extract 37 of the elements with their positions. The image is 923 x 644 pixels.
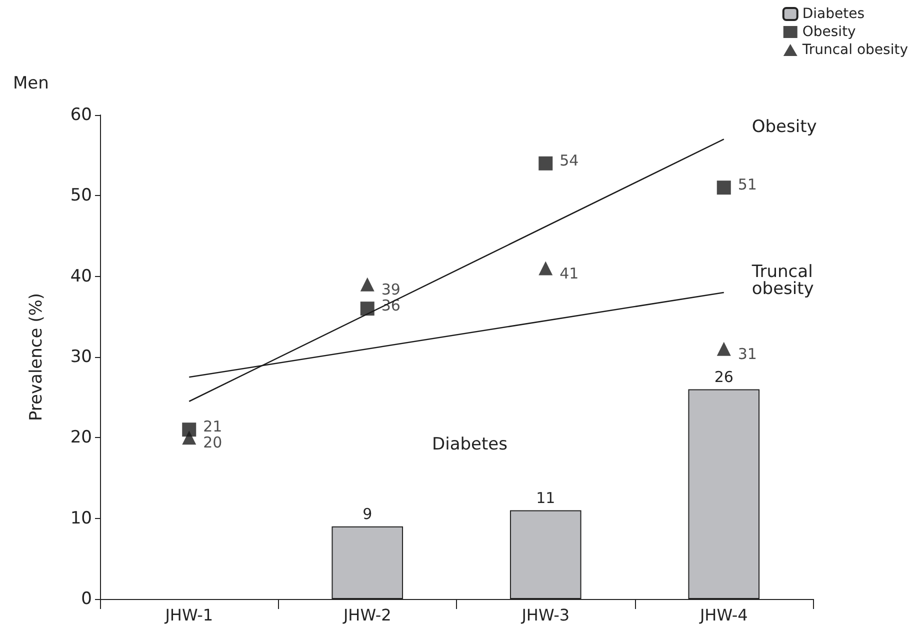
x-tick-label: JHW-1 (164, 606, 214, 624)
y-tick-label: 0 (81, 589, 92, 609)
series-label: Obesity (752, 117, 817, 138)
data-label: 39 (381, 280, 400, 298)
point (360, 277, 374, 292)
x-tick-label: JHW-3 (520, 606, 570, 624)
point (360, 302, 374, 316)
x-tick-label: JHW-4 (698, 606, 748, 624)
data-label: 11 (536, 488, 556, 507)
y-tick-label: 10 (70, 508, 92, 528)
data-label: 41 (560, 264, 579, 282)
data-label: 20 (203, 434, 222, 452)
y-tick-label: 20 (70, 428, 92, 448)
data-label: 31 (738, 344, 757, 363)
data-label: 54 (560, 151, 579, 170)
point (538, 156, 553, 170)
y-tick-label: 40 (70, 266, 92, 286)
y-tick-label: 50 (70, 186, 92, 206)
point (182, 430, 196, 445)
point (716, 342, 731, 356)
y-tick-label: 60 (70, 105, 92, 125)
series-label: Truncal obesity (750, 262, 818, 299)
point (538, 261, 553, 276)
data-label: 9 (362, 504, 372, 523)
data-label: 21 (203, 418, 222, 436)
point (716, 180, 731, 195)
data-label: 51 (738, 176, 757, 194)
legend-label: Obesity (802, 24, 856, 40)
y-axis-title: Prevalence (%) (26, 292, 46, 422)
legend-label: Truncal obesity (801, 42, 908, 58)
legend-label: Diabetes (802, 6, 865, 22)
point (182, 422, 196, 437)
y-tick-label: 30 (70, 347, 92, 367)
chart-title: Men (13, 74, 49, 94)
x-tick-label: JHW-2 (342, 606, 392, 624)
data-label: 26 (714, 368, 734, 386)
annotation: Diabetes (432, 434, 508, 454)
